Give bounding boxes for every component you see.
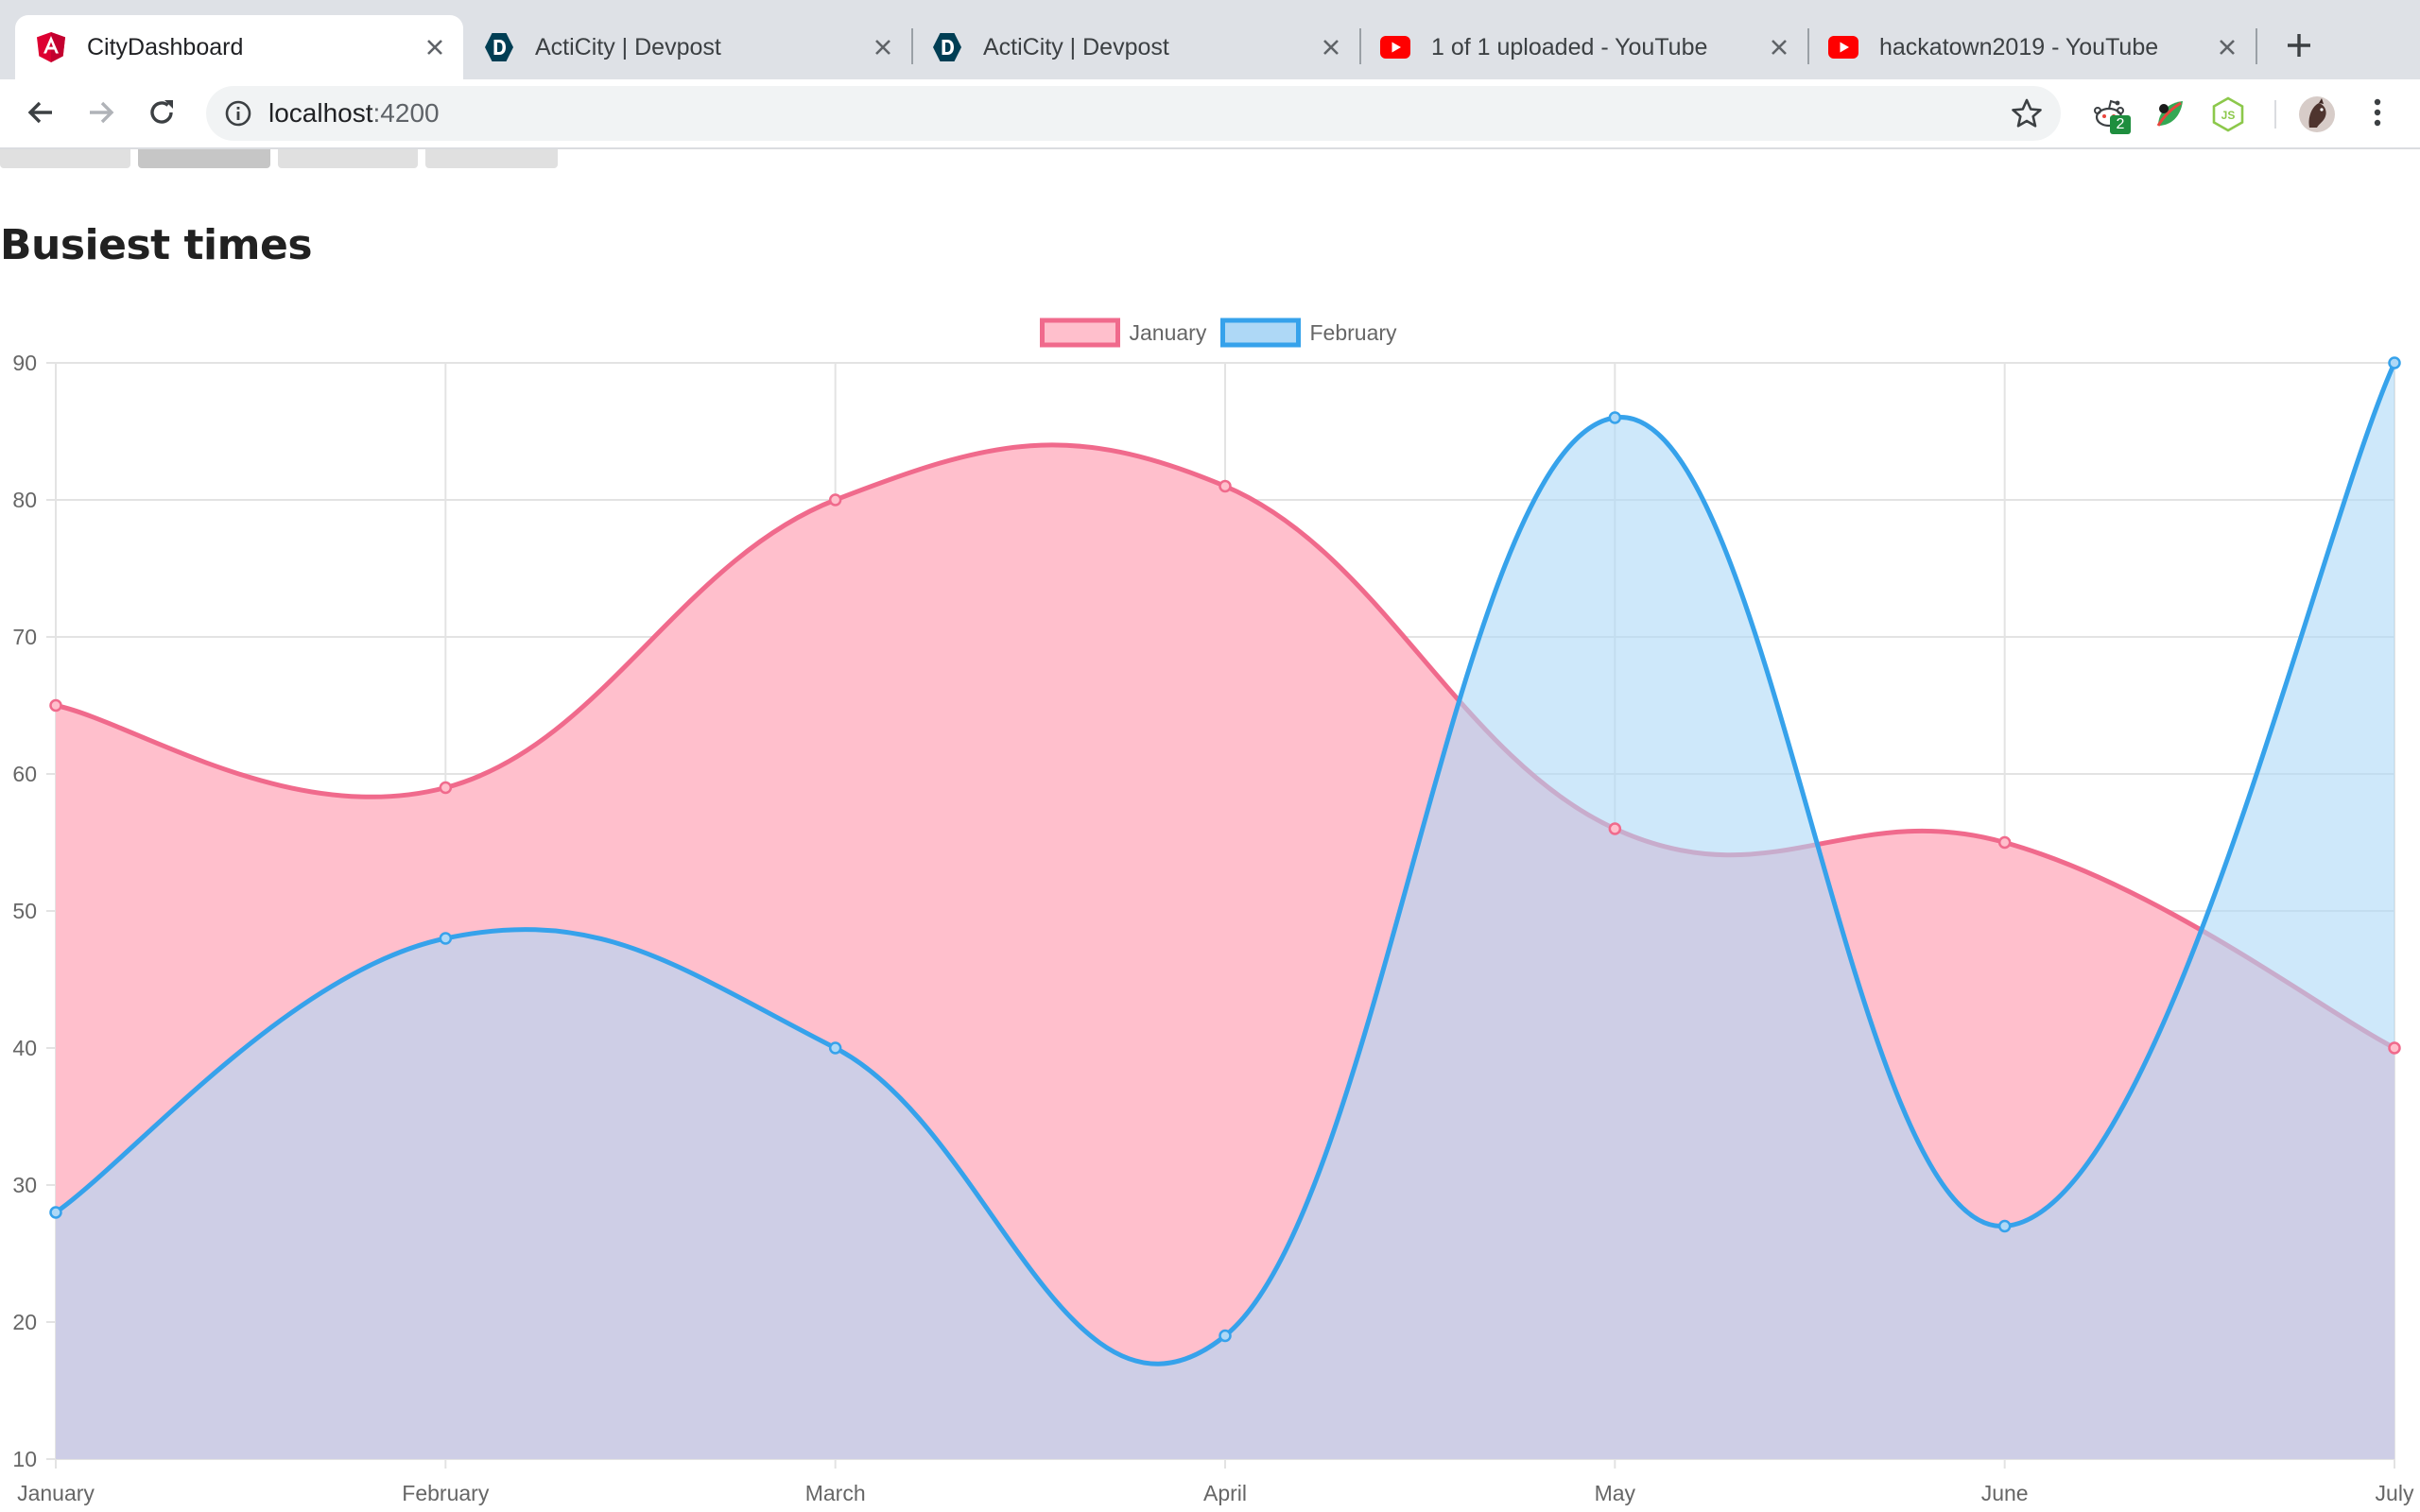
y-tick-label: 10: [12, 1447, 37, 1471]
plus-icon: [2286, 32, 2312, 63]
tab-title: 1 of 1 uploaded - YouTube: [1431, 33, 1708, 60]
devpost-icon: [484, 32, 514, 62]
close-tab-icon[interactable]: [1316, 32, 1346, 62]
y-tick-label: 60: [12, 762, 37, 786]
url-host: localhost: [268, 98, 373, 128]
close-tab-icon[interactable]: [420, 32, 450, 62]
tab-acticity-devpost-2[interactable]: ActiCity | Devpost: [911, 15, 1359, 79]
bookmark-star-icon[interactable]: [2010, 96, 2044, 130]
tab-separator: [1807, 28, 1809, 64]
page-title: Busiest times: [0, 221, 313, 269]
tab-separator: [2256, 28, 2257, 64]
close-tab-icon[interactable]: [1764, 32, 1794, 62]
x-tick-label: February: [402, 1481, 490, 1505]
february-point: [1608, 411, 1622, 424]
address-bar[interactable]: localhost:4200: [206, 86, 2061, 141]
y-tick-label: 70: [12, 625, 37, 649]
tab-acticity-devpost-1[interactable]: ActiCity | Devpost: [463, 15, 911, 79]
y-tick-label: 90: [12, 351, 37, 375]
browser-toolbar: localhost:4200 2 JS: [0, 79, 2420, 149]
tab-separator: [911, 28, 913, 64]
info-icon[interactable]: [223, 98, 253, 129]
tab-citydashboard[interactable]: CityDashboard: [15, 15, 463, 79]
nodejs-extension-icon[interactable]: JS: [2208, 94, 2248, 134]
arrow-left-icon: [26, 97, 56, 132]
close-tab-icon[interactable]: [868, 32, 898, 62]
x-tick-label: May: [1595, 1481, 1636, 1505]
chart-legend: January February: [1040, 318, 1398, 348]
leaf-extension-icon[interactable]: [2150, 94, 2189, 134]
x-axis-ticks: January February March April May June July: [17, 1481, 2414, 1505]
toolbar-divider: [2274, 100, 2276, 129]
x-tick-label: April: [1203, 1481, 1247, 1505]
browser-tab-strip: CityDashboard ActiCity | Devpost ActiCit…: [0, 0, 2420, 79]
nav-button-2[interactable]: [138, 149, 270, 168]
reddit-extension-icon[interactable]: 2: [2089, 94, 2131, 134]
january-point: [2388, 1041, 2401, 1055]
avatar[interactable]: [2297, 94, 2337, 134]
busiest-times-chart: 10 20 30 40 50 60 70 80 90 January February March A…: [12, 318, 2414, 1505]
y-tick-label: 40: [12, 1036, 37, 1060]
tab-title: hackatown2019 - YouTube: [1879, 33, 2159, 60]
y-tick-label: 30: [12, 1173, 37, 1197]
nav-button-3[interactable]: [278, 149, 418, 168]
youtube-icon: [1380, 32, 1410, 62]
url-text[interactable]: localhost:4200: [268, 98, 440, 129]
tab-title: ActiCity | Devpost: [983, 33, 1169, 60]
back-button[interactable]: [19, 93, 62, 136]
svg-text:JS: JS: [2221, 109, 2236, 122]
x-tick-label: March: [805, 1481, 866, 1505]
february-area: [56, 363, 2394, 1459]
new-tab-button[interactable]: [2278, 26, 2320, 68]
january-point: [1219, 479, 1232, 493]
tab-youtube-hackatown[interactable]: hackatown2019 - YouTube: [1807, 15, 2256, 79]
devpost-icon: [932, 32, 962, 62]
february-point: [828, 1041, 842, 1055]
february-legend-swatch: [1220, 318, 1301, 348]
chart-areas: [54, 361, 2397, 1459]
extension-badge: 2: [2110, 115, 2131, 134]
x-tick-label: June: [1981, 1481, 2029, 1505]
reload-button[interactable]: [140, 93, 183, 136]
nav-button-1[interactable]: [0, 149, 130, 168]
january-point: [828, 493, 842, 507]
february-point: [49, 1206, 62, 1219]
url-port: :4200: [372, 98, 440, 128]
february-point: [2388, 356, 2401, 369]
y-axis-ticks: 10 20 30 40 50 60 70 80 90: [12, 351, 37, 1471]
tab-title: CityDashboard: [87, 33, 244, 60]
february-legend-label: February: [1310, 320, 1398, 345]
x-tick-label: January: [17, 1481, 95, 1505]
february-line: [54, 361, 2397, 1366]
chart-points: [49, 356, 2401, 1343]
kebab-menu-icon: [2372, 97, 2383, 132]
arrow-right-icon: [86, 97, 116, 132]
february-point: [1219, 1329, 1232, 1343]
page-content: Busiest times 10 20 30 40 50 60 70 80 90 January…: [0, 149, 2420, 1512]
january-point: [439, 781, 453, 795]
y-tick-label: 50: [12, 899, 37, 923]
january-point: [1608, 822, 1622, 835]
nav-button-4[interactable]: [425, 149, 558, 168]
x-tick-label: July: [2376, 1481, 2414, 1505]
reload-icon: [147, 97, 177, 132]
y-tick-label: 20: [12, 1310, 37, 1334]
february-point: [1997, 1219, 2012, 1233]
close-tab-icon[interactable]: [2212, 32, 2242, 62]
menu-button[interactable]: [2358, 94, 2397, 134]
february-point: [439, 932, 453, 945]
angular-icon: [36, 32, 66, 62]
january-point: [49, 698, 62, 713]
tab-youtube-uploaded[interactable]: 1 of 1 uploaded - YouTube: [1359, 15, 1807, 79]
y-tick-label: 80: [12, 488, 37, 512]
tab-separator: [1359, 28, 1361, 64]
january-legend-swatch: [1040, 318, 1120, 348]
youtube-icon: [1828, 32, 1858, 62]
tab-title: ActiCity | Devpost: [535, 33, 721, 60]
forward-button[interactable]: [79, 93, 123, 136]
january-legend-label: January: [1130, 320, 1207, 345]
january-point: [1997, 835, 2012, 850]
